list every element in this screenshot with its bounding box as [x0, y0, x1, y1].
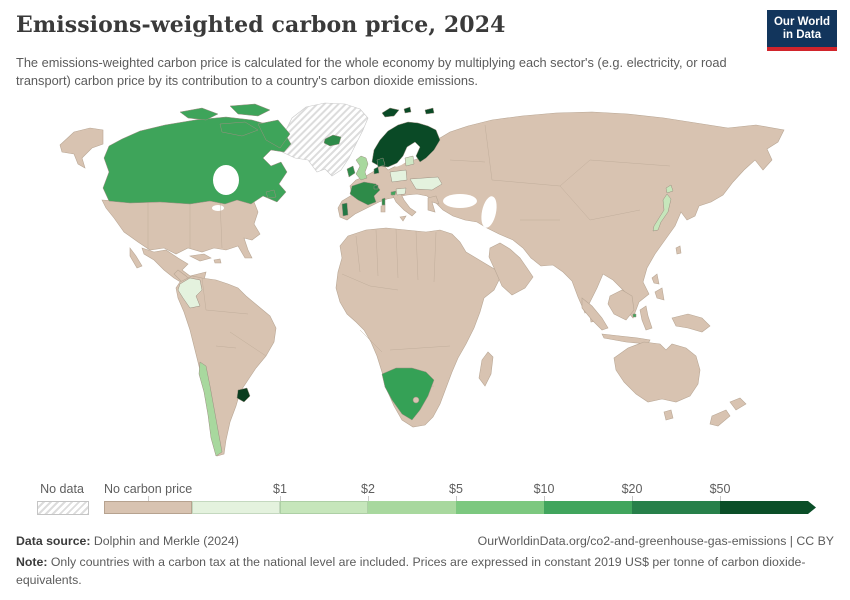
landmass-africa[interactable]	[335, 227, 501, 428]
world-map	[59, 102, 785, 457]
chart-subtitle: The emissions-weighted carbon price is c…	[16, 55, 727, 89]
map-legend: No data No carbon price $1 $2 $5 $10 $20…	[0, 480, 850, 520]
legend-band-over-50[interactable]	[720, 501, 816, 514]
landmass-taiwan[interactable]	[675, 245, 682, 255]
legend-tick-mark	[368, 496, 369, 502]
landmass-tasmania[interactable]	[663, 409, 674, 421]
country-portugal[interactable]	[341, 202, 349, 217]
legend-tick-mark	[280, 496, 281, 502]
sea-great-lakes	[212, 205, 224, 211]
country-colombia[interactable]	[177, 277, 203, 309]
landmass-madagascar[interactable]	[478, 351, 494, 387]
footer-note-text: Only countries with a carbon tax at the …	[16, 555, 806, 587]
landmass-eurasia[interactable]	[337, 111, 785, 319]
country-switzerland[interactable]	[373, 184, 379, 190]
landmass-south-america[interactable]	[175, 275, 277, 457]
legend-tick-label-5: $5	[449, 482, 463, 496]
country-hungary[interactable]	[395, 187, 407, 196]
legend-no-data-label: No data	[40, 482, 84, 496]
landmass-lesotho	[412, 396, 420, 404]
legend-tick-mark	[544, 496, 545, 502]
landmass-mexico[interactable]	[141, 247, 207, 285]
legend-band-under-1[interactable]	[192, 501, 280, 514]
legend-band-10-20[interactable]	[544, 501, 632, 514]
owid-logo-line1: Our World	[773, 16, 830, 28]
landmass-java[interactable]	[601, 333, 651, 345]
country-netherlands[interactable]	[373, 166, 380, 175]
landmass-australia[interactable]	[613, 341, 701, 403]
footer-source-text: Dolphin and Merkle (2024)	[93, 534, 239, 548]
landmass-hispaniola[interactable]	[213, 258, 222, 264]
sea-black-sea	[443, 194, 477, 208]
footer-link[interactable]: OurWorldinData.org/co2-and-greenhouse-ga…	[477, 534, 834, 548]
landmass-sicily[interactable]	[399, 215, 407, 222]
landmass-greece[interactable]	[427, 195, 440, 213]
legend-no-price-label: No carbon price	[104, 482, 193, 496]
legend-tick-label-20: $20	[621, 482, 643, 496]
legend-band-1-2[interactable]	[280, 501, 368, 514]
legend-tick-mark	[456, 496, 457, 502]
owid-logo[interactable]: Our World in Data	[766, 10, 837, 51]
country-japan[interactable]	[652, 184, 674, 232]
landmass-usa[interactable]	[101, 198, 261, 259]
legend-tick-mark	[632, 496, 633, 502]
country-uruguay[interactable]	[236, 387, 251, 403]
country-canada[interactable]	[102, 103, 292, 205]
legend-band-20-50[interactable]	[632, 501, 720, 514]
landmass-sardinia[interactable]	[380, 204, 386, 213]
footer-source-row: Data source: Dolphin and Merkle (2024) O…	[16, 534, 834, 548]
legend-no-data-swatch[interactable]	[37, 501, 89, 515]
legend-band-no-carbon-price[interactable]	[104, 501, 192, 514]
landmass-cuba[interactable]	[189, 253, 212, 262]
landmass-sumatra[interactable]	[581, 297, 609, 331]
landmass-philippines[interactable]	[651, 273, 665, 301]
country-svalbard[interactable]	[381, 106, 435, 118]
landmass-arabia[interactable]	[488, 242, 534, 296]
country-iceland[interactable]	[323, 134, 342, 147]
legend-tick-mark	[720, 496, 721, 502]
legend-tick-label-2: $2	[361, 482, 375, 496]
sea-caspian-sea	[481, 196, 497, 228]
sea-hudson-bay	[213, 165, 239, 195]
country-poland[interactable]	[389, 169, 408, 183]
footer-source: Data source: Dolphin and Merkle (2024)	[16, 534, 239, 548]
country-slovenia[interactable]	[390, 190, 397, 196]
country-south-africa[interactable]	[381, 367, 435, 421]
legend-tick-label-50: $50	[709, 482, 731, 496]
sea-baltic-sea	[393, 153, 411, 167]
footer-source-label: Data source:	[16, 534, 91, 548]
landmass-alaska[interactable]	[59, 127, 104, 169]
legend-band-2-5[interactable]	[368, 501, 456, 514]
footer-note-label: Note:	[16, 555, 48, 569]
country-singapore[interactable]	[632, 313, 637, 318]
owid-logo-line2: in Data	[782, 29, 822, 41]
legend-color-bands	[104, 501, 816, 514]
country-uk[interactable]	[355, 155, 369, 181]
landmass-new-zealand[interactable]	[709, 397, 747, 427]
country-baltics[interactable]	[404, 155, 415, 167]
country-chile[interactable]	[198, 361, 223, 457]
country-ireland[interactable]	[346, 165, 356, 178]
country-ukraine[interactable]	[409, 176, 443, 191]
landmass-new-guinea[interactable]	[671, 313, 711, 333]
country-denmark[interactable]	[376, 157, 386, 168]
landmass-borneo[interactable]	[607, 289, 635, 321]
country-borders	[147, 124, 671, 391]
legend-tick-mark	[148, 496, 149, 502]
sea-persian-gulf	[521, 256, 537, 266]
legend-tick-label-10: $10	[533, 482, 555, 496]
landmass-baja-california[interactable]	[129, 247, 143, 269]
legend-tick-label-1: $1	[273, 482, 287, 496]
legend-band-5-10[interactable]	[456, 501, 544, 514]
country-nordics[interactable]	[371, 121, 441, 168]
landmass-sulawesi[interactable]	[639, 305, 653, 331]
page-title: Emissions-weighted carbon price, 2024	[16, 12, 506, 38]
footer-note-row: Note: Only countries with a carbon tax a…	[16, 554, 806, 590]
